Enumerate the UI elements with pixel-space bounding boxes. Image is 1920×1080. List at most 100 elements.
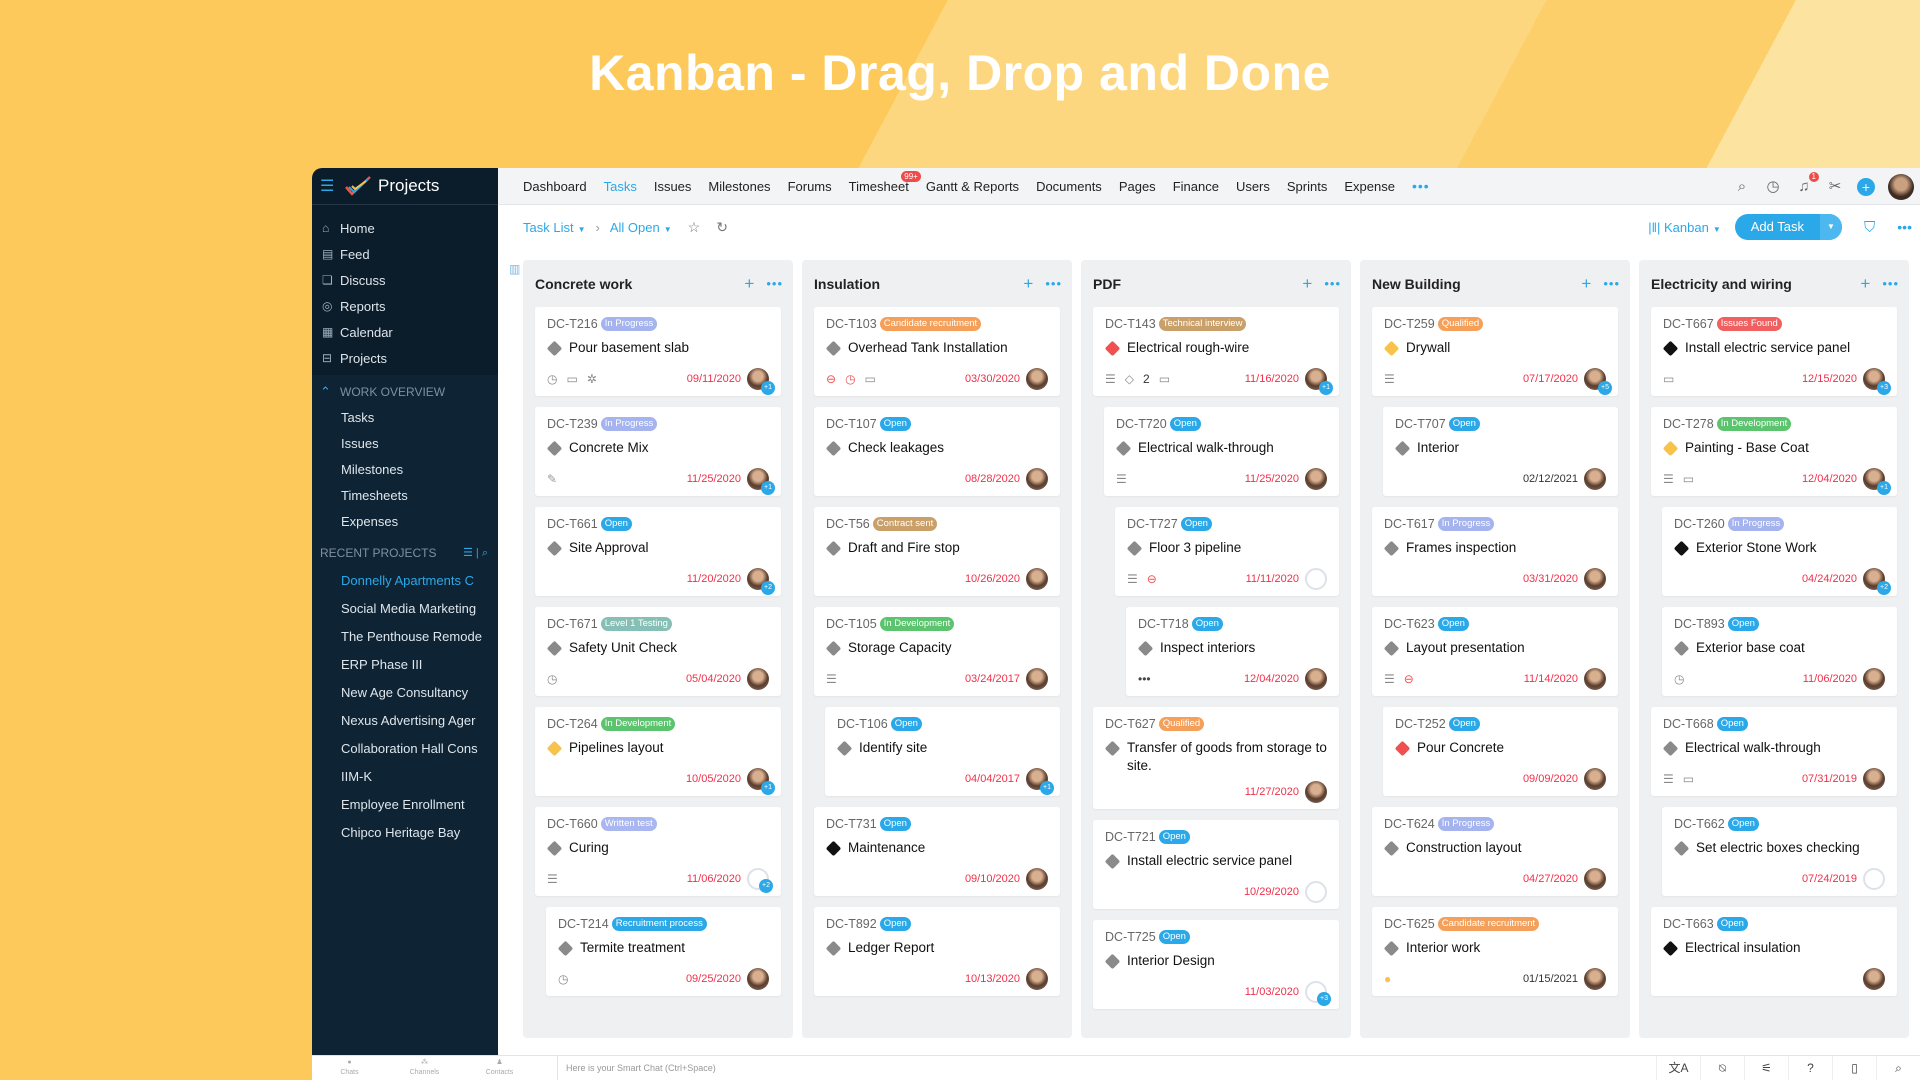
task-title[interactable]: Electrical walk-through (1685, 740, 1821, 755)
task-card[interactable]: DC-T278 In Development Painting - Base Coa… (1651, 407, 1897, 496)
recent-project-item[interactable]: The Penthouse Remode (341, 629, 482, 644)
assignee-avatar[interactable] (1026, 668, 1048, 690)
assignee-avatar[interactable] (1026, 368, 1048, 390)
task-card[interactable]: DC-T667 Issues Found Install electric serv… (1651, 307, 1897, 396)
task-card[interactable]: DC-T663 Open Electrical insulation (1651, 907, 1897, 996)
assignee-avatar[interactable] (1026, 568, 1048, 590)
task-card[interactable]: DC-T105 In Development Storage Capacity ☰ 03… (814, 607, 1060, 696)
column-more-icon[interactable]: ••• (1324, 275, 1341, 291)
collapse-columns-icon[interactable]: ▥ (509, 262, 521, 276)
sidebar-item-home[interactable]: ⌂ Home (312, 215, 498, 241)
recent-project-item[interactable]: New Age Consultancy (341, 685, 469, 700)
task-card[interactable]: DC-T107 Open Check leakages 08/28/2020 (814, 407, 1060, 496)
task-id[interactable]: DC-T720 (1116, 417, 1167, 431)
tab-sprints[interactable]: Sprints (1287, 179, 1327, 194)
star-icon[interactable]: ☆ (687, 219, 701, 235)
task-id[interactable]: DC-T668 (1663, 717, 1714, 731)
task-id[interactable]: DC-T624 (1384, 817, 1435, 831)
tab-dashboard[interactable]: Dashboard (523, 179, 587, 194)
add-task-button[interactable]: Add Task (1750, 219, 1805, 234)
subtask-icon[interactable]: ☰ (1663, 772, 1674, 786)
sidebar-item-timesheets[interactable]: Timesheets (341, 488, 408, 503)
bug-icon[interactable]: ✲ (586, 372, 597, 386)
task-card[interactable]: DC-T239 In Progress Concrete Mix ✎ 11/25/202… (535, 407, 781, 496)
comment-icon[interactable]: ▭ (1663, 372, 1675, 386)
task-card[interactable]: DC-T214 Recruitment process Termite treatm… (546, 907, 781, 996)
task-card[interactable]: DC-T627 Qualified Transfer of goods from s… (1093, 707, 1339, 809)
chats-button[interactable]: ● Chats (312, 1058, 387, 1078)
tab-gantt-reports[interactable]: Gantt & Reports (926, 179, 1019, 194)
task-card[interactable]: DC-T892 Open Ledger Report 10/13/2020 (814, 907, 1060, 996)
assignee-avatar[interactable] (747, 668, 769, 690)
task-id[interactable]: DC-T663 (1663, 917, 1714, 931)
add-card-icon[interactable]: + (1581, 273, 1592, 293)
sidebar-item-milestones[interactable]: Milestones (341, 462, 404, 477)
recent-project-item[interactable]: Nexus Advertising Ager (341, 713, 476, 728)
task-id[interactable]: DC-T727 (1127, 517, 1178, 531)
assignee-avatar[interactable] (1305, 468, 1327, 490)
mute-icon[interactable]: ⍉ (1700, 1056, 1744, 1080)
task-id[interactable]: DC-T707 (1395, 417, 1446, 431)
tab-finance[interactable]: Finance (1173, 179, 1219, 194)
column-more-icon[interactable]: ••• (1603, 275, 1620, 291)
task-card[interactable]: DC-T252 Open Pour Concrete 09/09/2020 (1383, 707, 1618, 796)
tab-tasks[interactable]: Tasks (604, 179, 637, 194)
task-id[interactable]: DC-T661 (547, 517, 598, 531)
attachment-icon[interactable]: ✎ (547, 472, 558, 486)
task-title[interactable]: Drywall (1406, 340, 1451, 355)
sidebar-item-issues[interactable]: Issues (341, 436, 379, 451)
add-card-icon[interactable]: + (1860, 273, 1871, 293)
assignee-avatar[interactable] (1863, 768, 1885, 790)
add-card-icon[interactable]: + (1302, 273, 1313, 293)
task-id[interactable]: DC-T143 (1105, 317, 1156, 331)
recent-project-item[interactable]: Chipco Heritage Bay (341, 825, 461, 840)
sidebar-item-calendar[interactable]: ▦ Calendar (312, 319, 498, 345)
bell-icon[interactable]: ♫ 1 (1795, 172, 1819, 196)
task-id[interactable]: DC-T107 (826, 417, 877, 431)
task-card[interactable]: DC-T727 Open Floor 3 pipeline ☰ ⊖ 11/11/2020 (1115, 507, 1339, 596)
more-icon[interactable]: ••• (1138, 672, 1151, 686)
assignee-avatar[interactable]: +5 (1584, 368, 1612, 395)
task-id[interactable]: DC-T667 (1663, 317, 1714, 331)
assignee-avatar[interactable]: +2 (1863, 568, 1891, 595)
assignee-avatar[interactable] (1305, 568, 1327, 590)
subtask-icon[interactable]: ☰ (1116, 472, 1127, 486)
tab-forums[interactable]: Forums (788, 179, 832, 194)
task-id[interactable]: DC-T617 (1384, 517, 1435, 531)
task-card[interactable]: DC-T662 Open Set electric boxes checking 07… (1662, 807, 1897, 896)
translate-icon[interactable]: 文A (1656, 1056, 1700, 1080)
subtask-icon[interactable]: ☰ (547, 872, 558, 886)
comment-icon[interactable]: ▭ (1682, 772, 1695, 786)
task-card[interactable]: DC-T106 Open Identify site 04/04/2017 +1 (825, 707, 1060, 796)
timer-icon[interactable]: ◷ (1674, 672, 1685, 686)
task-title[interactable]: Electrical walk-through (1138, 440, 1274, 455)
task-title[interactable]: Draft and Fire stop (848, 540, 960, 555)
task-title[interactable]: Check leakages (848, 440, 945, 455)
task-id[interactable]: DC-T660 (547, 817, 598, 831)
more-nav-icon[interactable]: ••• (1411, 178, 1430, 194)
sidebar-item-projects[interactable]: ⊟ Projects (312, 345, 498, 371)
task-title[interactable]: Exterior base coat (1696, 640, 1805, 655)
timer-icon[interactable]: ◷ (558, 972, 569, 986)
task-id[interactable]: DC-T893 (1674, 617, 1725, 631)
assignee-avatar[interactable]: +1 (747, 368, 775, 395)
recent-project-item[interactable]: IIM-K (341, 769, 373, 784)
column-more-icon[interactable]: ••• (1882, 275, 1899, 291)
task-id[interactable]: DC-T103 (826, 317, 877, 331)
tab-documents[interactable]: Documents (1036, 179, 1102, 194)
assignee-avatar[interactable] (1584, 668, 1606, 690)
task-card[interactable]: DC-T721 Open Install electric service pane… (1093, 820, 1339, 909)
assignee-avatar[interactable]: +1 (747, 768, 775, 795)
task-id[interactable]: DC-T731 (826, 817, 877, 831)
tag-icon[interactable]: ◇ (1124, 372, 1134, 386)
assignee-avatar[interactable] (1305, 668, 1327, 690)
task-id[interactable]: DC-T106 (837, 717, 888, 731)
assignee-avatar[interactable] (1026, 868, 1048, 890)
user-avatar[interactable] (1888, 174, 1914, 200)
timer-icon[interactable]: ◷ (547, 372, 558, 386)
layout-dropdown[interactable]: |‖| Kanban ▼ (1648, 220, 1721, 235)
task-card[interactable]: DC-T671 Level 1 Testing Safety Unit Check ◷… (535, 607, 781, 696)
task-id[interactable]: DC-T56 (826, 517, 870, 531)
task-id[interactable]: DC-T671 (547, 617, 598, 631)
blocked-icon[interactable]: ⊖ (1146, 572, 1157, 586)
